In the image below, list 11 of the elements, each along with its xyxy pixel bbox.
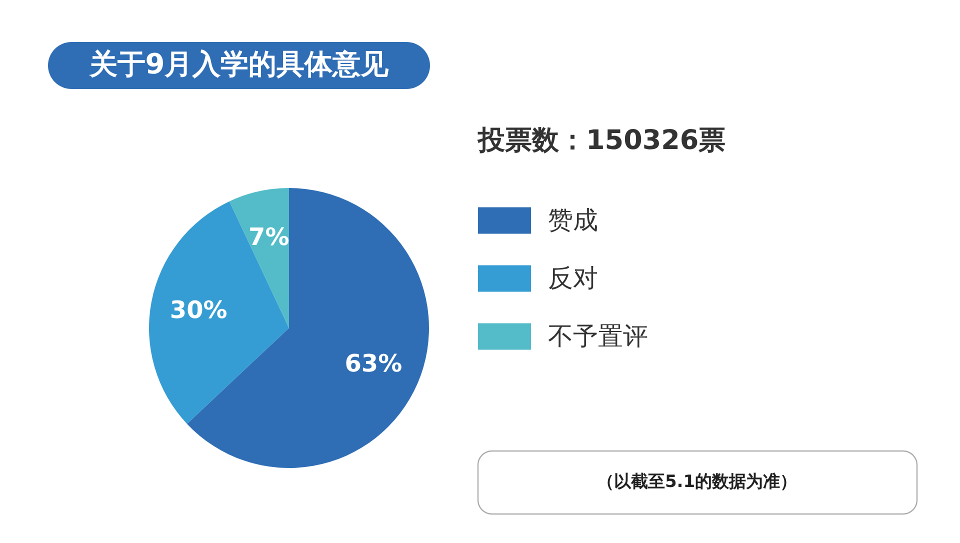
chart-subtitle: 投票数：150326票 <box>477 125 726 156</box>
text: （以截至5.1的数据为准） <box>596 472 798 492</box>
legend-label: 赞成 <box>548 206 598 234</box>
data-label: 63% <box>344 350 402 378</box>
data-label: 30% <box>170 296 228 324</box>
chart-title: 关于9月入学的具体意见 <box>88 48 390 80</box>
pie-slice <box>229 188 289 328</box>
data-label: 7% <box>248 223 290 252</box>
legend-label: 不予置评 <box>548 322 648 350</box>
legend-label: 反对 <box>548 264 598 292</box>
pie-slice <box>149 201 289 424</box>
